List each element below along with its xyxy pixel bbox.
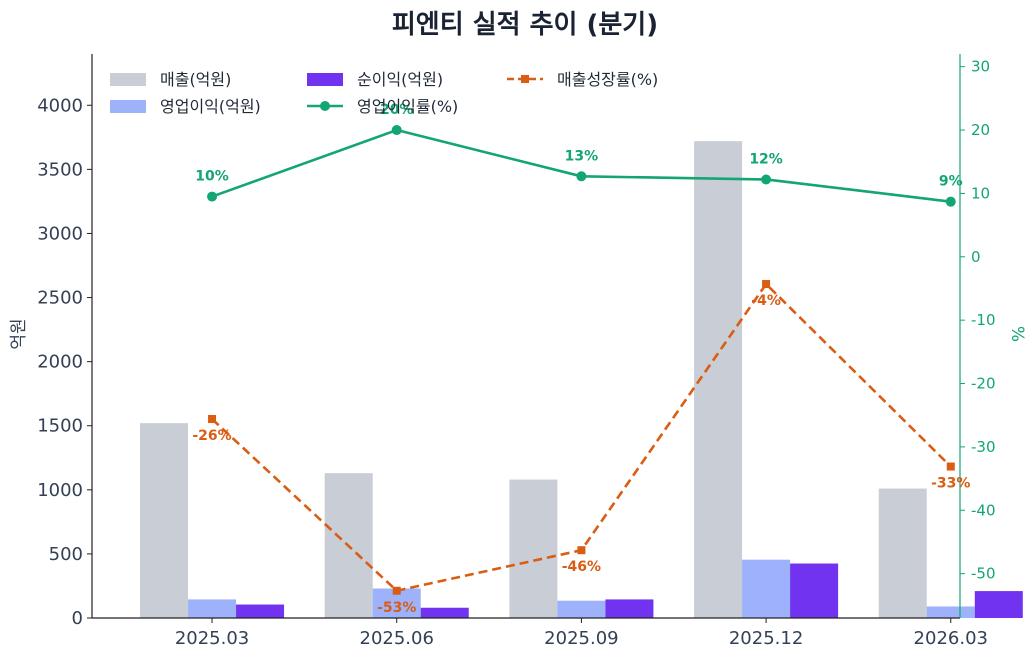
line-2-label-5: -33% — [931, 476, 970, 492]
line-1-label-2: 20% — [380, 102, 414, 118]
bar-3-1 — [236, 604, 285, 618]
legend: 매출(억원) 영업이익(억원) 순이익(억원) 영업이익률(%) 매출성장률(%) — [110, 70, 658, 116]
left-tick-label-1: 0 — [72, 608, 83, 629]
bar-1-4 — [694, 141, 743, 618]
line-1-point-4 — [761, 174, 772, 185]
bars-layer — [140, 141, 1023, 618]
right-tick-label-4: -20 — [971, 375, 996, 393]
y-axis-label: 억원 — [9, 318, 29, 349]
right-tick-label-8: 20 — [971, 121, 990, 139]
bar-2-3 — [557, 600, 606, 618]
lines-layer: 10% 20% 13% 12% 9% -26% -53% -46% -4% -33% — [192, 102, 970, 616]
x-tick-label-3: 2025.09 — [544, 628, 618, 649]
left-tick-label-9: 4000 — [37, 95, 83, 116]
legend-label-2: 영업이익(억원) — [160, 97, 261, 116]
bar-2-1 — [188, 599, 237, 618]
legend-marker-4 — [320, 101, 330, 111]
bar-2-5 — [926, 606, 975, 618]
line-2-label-2: -53% — [377, 600, 416, 616]
right-tick-label-6: 0 — [971, 248, 981, 266]
left-tick-label-5: 2000 — [37, 352, 83, 373]
line-2-label-3: -46% — [562, 559, 601, 575]
bar-2-4 — [742, 559, 791, 618]
legend-marker-5 — [521, 75, 529, 83]
right-tick-label-3: -30 — [971, 438, 996, 456]
line-2-label-1: -26% — [192, 428, 231, 444]
legend-swatch-2 — [110, 100, 146, 113]
left-tick-label-8: 3500 — [37, 159, 83, 180]
line-1-label-3: 13% — [565, 148, 599, 164]
left-tick-label-7: 3000 — [37, 223, 83, 244]
line-1-point-3 — [576, 171, 587, 182]
x-tick-label-1: 2025.03 — [175, 628, 249, 649]
bar-1-5 — [878, 488, 927, 618]
x-tick-label-5: 2026.03 — [914, 628, 988, 649]
bar-3-5 — [974, 591, 1023, 618]
line-1-point-2 — [391, 125, 402, 136]
line-1-point-1 — [207, 191, 218, 202]
right-tick-label-7: 10 — [971, 184, 990, 202]
right-tick-label-2: -40 — [971, 501, 996, 519]
line-1-label-4: 12% — [749, 151, 783, 167]
line-1-label-1: 10% — [195, 169, 229, 185]
legend-label-3: 순이익(억원) — [357, 70, 443, 89]
left-tick-label-4: 1500 — [37, 416, 83, 437]
line-2-point-2 — [392, 586, 401, 595]
axes-layer: 05001000150020002500300035004000-50-40-3… — [9, 54, 1027, 649]
left-tick-label-6: 2500 — [37, 288, 83, 309]
chart-title: 피엔티 실적 추이 (분기) — [392, 10, 658, 40]
bar-1-3 — [509, 479, 558, 618]
line-2-point-5 — [946, 462, 955, 471]
right-tick-label-1: -50 — [971, 565, 996, 583]
line-2-point-1 — [208, 415, 217, 424]
line-series-2 — [211, 282, 952, 593]
y2-axis-label: % — [1007, 326, 1027, 342]
legend-label-1: 매출(억원) — [160, 70, 231, 89]
bar-1-1 — [140, 423, 189, 618]
line-2-label-4: -4% — [751, 293, 781, 309]
left-tick-label-3: 1000 — [37, 480, 83, 501]
right-tick-label-9: 30 — [971, 58, 990, 76]
line-series-1 — [211, 128, 951, 203]
right-tick-label-5: -10 — [971, 311, 996, 329]
legend-swatch-3 — [307, 73, 343, 86]
left-tick-label-2: 500 — [49, 544, 83, 565]
bar-3-2 — [420, 607, 469, 618]
x-tick-label-2: 2025.06 — [360, 628, 434, 649]
legend-swatch-1 — [110, 73, 146, 86]
legend-label-5: 매출성장률(%) — [557, 70, 658, 89]
line-1-label-5: 9% — [939, 174, 963, 190]
legend-label-4: 영업이익률(%) — [357, 97, 458, 116]
x-tick-label-4: 2025.12 — [729, 628, 803, 649]
bar-3-4 — [790, 563, 839, 618]
line-2-point-3 — [577, 546, 586, 555]
bar-3-3 — [605, 599, 654, 618]
line-2-point-4 — [762, 280, 771, 289]
line-1-point-5 — [945, 196, 956, 207]
